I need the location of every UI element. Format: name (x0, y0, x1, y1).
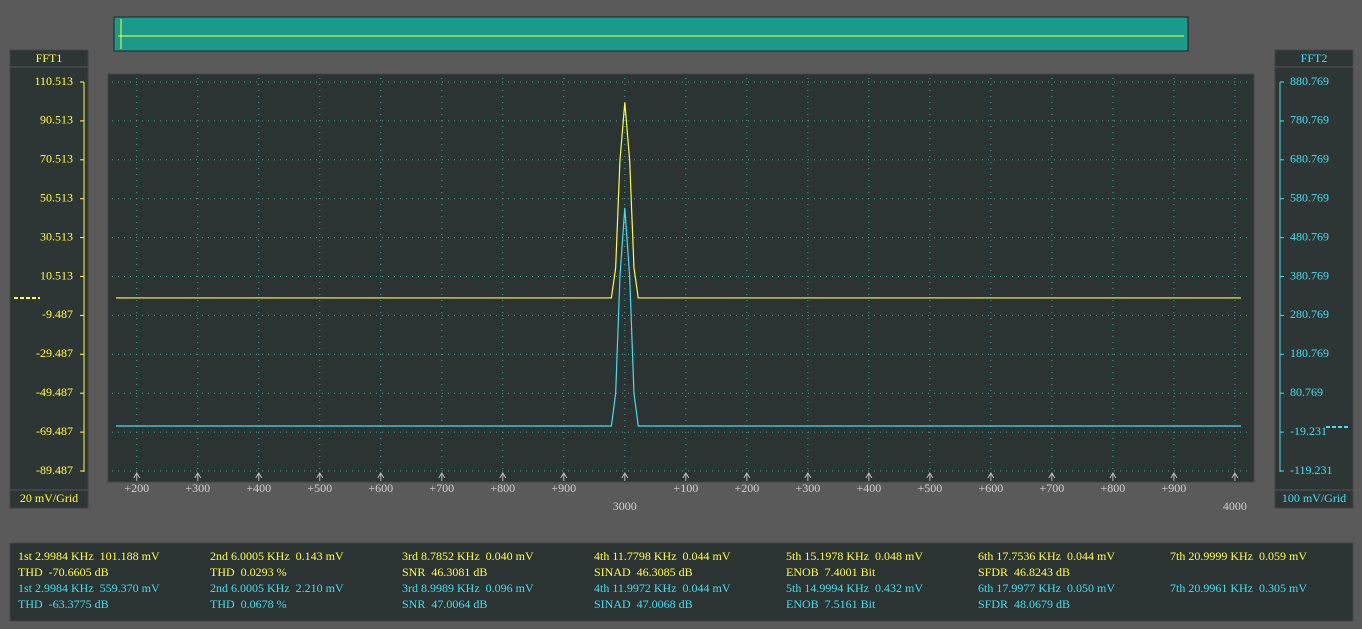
x-tick-mark (316, 472, 324, 481)
x-tick-label: +900 (1161, 481, 1186, 495)
y-tick-label: -49.487 (36, 385, 73, 399)
measurement: 1st 2.9984 KHz 101.188 mV (18, 549, 160, 563)
x-tick-mark (133, 472, 141, 481)
measurement: SINAD 47.0068 dB (594, 597, 693, 611)
measurement: SNR 47.0064 dB (402, 597, 487, 611)
y2-tick-label: 480.769 (1290, 229, 1329, 243)
trace (116, 102, 1241, 299)
x-tick-mark (1170, 472, 1178, 481)
x-tick-mark (194, 472, 202, 481)
measurement: 5th 14.9994 KHz 0.432 mV (786, 581, 923, 595)
measurement: 3rd 8.7852 KHz 0.040 mV (402, 549, 534, 563)
measurement: 4th 11.7798 KHz 0.044 mV (594, 549, 731, 563)
measurement: 2nd 6.0005 KHz 0.143 mV (210, 549, 344, 563)
y-tick-label: 30.513 (40, 229, 73, 243)
y2-tick-label: 780.769 (1290, 113, 1329, 127)
y2-tick-label: 180.769 (1290, 346, 1329, 360)
right-axis-scale[interactable]: 100 mV/Grid (1282, 491, 1346, 505)
measurement: SFDR 48.0679 dB (978, 597, 1070, 611)
y2-tick-label: 80.769 (1290, 385, 1323, 399)
x-tick-label: +100 (673, 481, 698, 495)
y-tick-label: -9.487 (42, 307, 73, 321)
y-tick-label: 10.513 (40, 268, 73, 282)
x-tick-mark (804, 472, 812, 481)
x-tick-label: +500 (917, 481, 942, 495)
x-tick-mark (1109, 472, 1117, 481)
x-tick-mark (621, 472, 629, 481)
x-tick-label: 4000 (1223, 499, 1247, 513)
x-tick-label: +600 (368, 481, 393, 495)
x-tick-mark (926, 472, 934, 481)
y2-tick-label: -119.231 (1290, 463, 1333, 477)
x-tick-mark (743, 472, 751, 481)
y2-tick-label: -19.231 (1290, 424, 1327, 438)
x-tick-label: +500 (307, 481, 332, 495)
measurement: SFDR 46.8243 dB (978, 565, 1070, 579)
y-tick-label: 50.513 (40, 190, 73, 204)
measurement: 6th 17.9977 KHz 0.050 mV (978, 581, 1115, 595)
x-tick-mark (1231, 472, 1239, 481)
left-axis-title: FFT1 (36, 51, 63, 65)
measurement: 1st 2.9984 KHz 559.370 mV (18, 581, 160, 595)
x-tick-mark (377, 472, 385, 481)
x-tick-label: +200 (124, 481, 149, 495)
measurement: THD 0.0293 % (210, 565, 287, 579)
measurement: 7th 20.9999 KHz 0.059 mV (1170, 549, 1307, 563)
x-tick-label: +700 (1039, 481, 1064, 495)
y-tick-label: -89.487 (36, 463, 73, 477)
y2-tick-label: 580.769 (1290, 190, 1329, 204)
left-axis-panel (9, 49, 89, 509)
y-tick-label: 90.513 (40, 113, 73, 127)
x-tick-mark (682, 472, 690, 481)
measurement: 4th 11.9972 KHz 0.044 mV (594, 581, 731, 595)
x-tick-mark (987, 472, 995, 481)
right-axis-panel (1274, 49, 1354, 509)
measurement: THD -63.3775 dB (18, 597, 109, 611)
measurement: SINAD 46.3085 dB (594, 565, 693, 579)
y2-tick-label: 280.769 (1290, 307, 1329, 321)
measurement: THD 0.0678 % (210, 597, 287, 611)
y2-tick-label: 880.769 (1290, 74, 1329, 88)
measurement: ENOB 7.5161 Bit (786, 597, 876, 611)
measurement: ENOB 7.4001 Bit (786, 565, 876, 579)
x-tick-mark (560, 472, 568, 481)
measurement: 7th 20.9961 KHz 0.305 mV (1170, 581, 1307, 595)
y-tick-label: -29.487 (36, 346, 73, 360)
measurement: 5th 15.1978 KHz 0.048 mV (786, 549, 923, 563)
measurement: 3rd 8.9989 KHz 0.096 mV (402, 581, 534, 595)
y-tick-label: 70.513 (40, 152, 73, 166)
y-tick-label: -69.487 (36, 424, 73, 438)
x-tick-mark (499, 472, 507, 481)
y2-tick-label: 680.769 (1290, 152, 1329, 166)
measurement-panel (9, 542, 1354, 622)
x-tick-label: +600 (978, 481, 1003, 495)
x-tick-label: +700 (429, 481, 454, 495)
x-tick-label: +400 (246, 481, 271, 495)
right-axis-title: FFT2 (1301, 51, 1328, 65)
overview-bar[interactable] (113, 16, 1189, 52)
measurement: SNR 46.3081 dB (402, 565, 487, 579)
x-tick-label: +300 (795, 481, 820, 495)
y-tick-label: 110.513 (34, 74, 73, 88)
x-tick-label: +800 (1100, 481, 1125, 495)
plot-area (107, 73, 1255, 483)
x-tick-label: +300 (185, 481, 210, 495)
x-tick-label: +200 (734, 481, 759, 495)
y2-tick-label: 380.769 (1290, 268, 1329, 282)
x-tick-mark (255, 472, 263, 481)
x-tick-mark (865, 472, 873, 481)
x-tick-label: +400 (856, 481, 881, 495)
measurement: 2nd 6.0005 KHz 2.210 mV (210, 581, 344, 595)
x-tick-mark (438, 472, 446, 481)
measurement: 6th 17.7536 KHz 0.044 mV (978, 549, 1115, 563)
measurement: THD -70.6605 dB (18, 565, 109, 579)
trace (116, 207, 1241, 427)
left-axis-scale[interactable]: 20 mV/Grid (20, 491, 78, 505)
x-tick-label: +800 (490, 481, 515, 495)
x-tick-label: +900 (551, 481, 576, 495)
x-tick-label: 3000 (613, 499, 637, 513)
x-tick-mark (1048, 472, 1056, 481)
